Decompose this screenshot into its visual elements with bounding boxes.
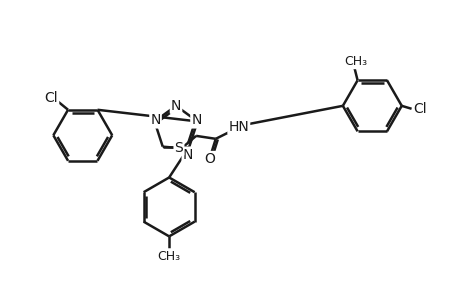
Text: N: N bbox=[191, 113, 201, 128]
Text: Cl: Cl bbox=[413, 102, 426, 116]
Text: O: O bbox=[204, 152, 215, 166]
Text: N: N bbox=[170, 99, 181, 113]
Text: S: S bbox=[174, 141, 183, 155]
Text: HN: HN bbox=[228, 119, 249, 134]
Text: CH₃: CH₃ bbox=[343, 55, 366, 68]
Text: N: N bbox=[150, 113, 160, 128]
Text: Cl: Cl bbox=[45, 91, 58, 105]
Text: N: N bbox=[182, 148, 193, 162]
Text: CH₃: CH₃ bbox=[157, 250, 180, 262]
